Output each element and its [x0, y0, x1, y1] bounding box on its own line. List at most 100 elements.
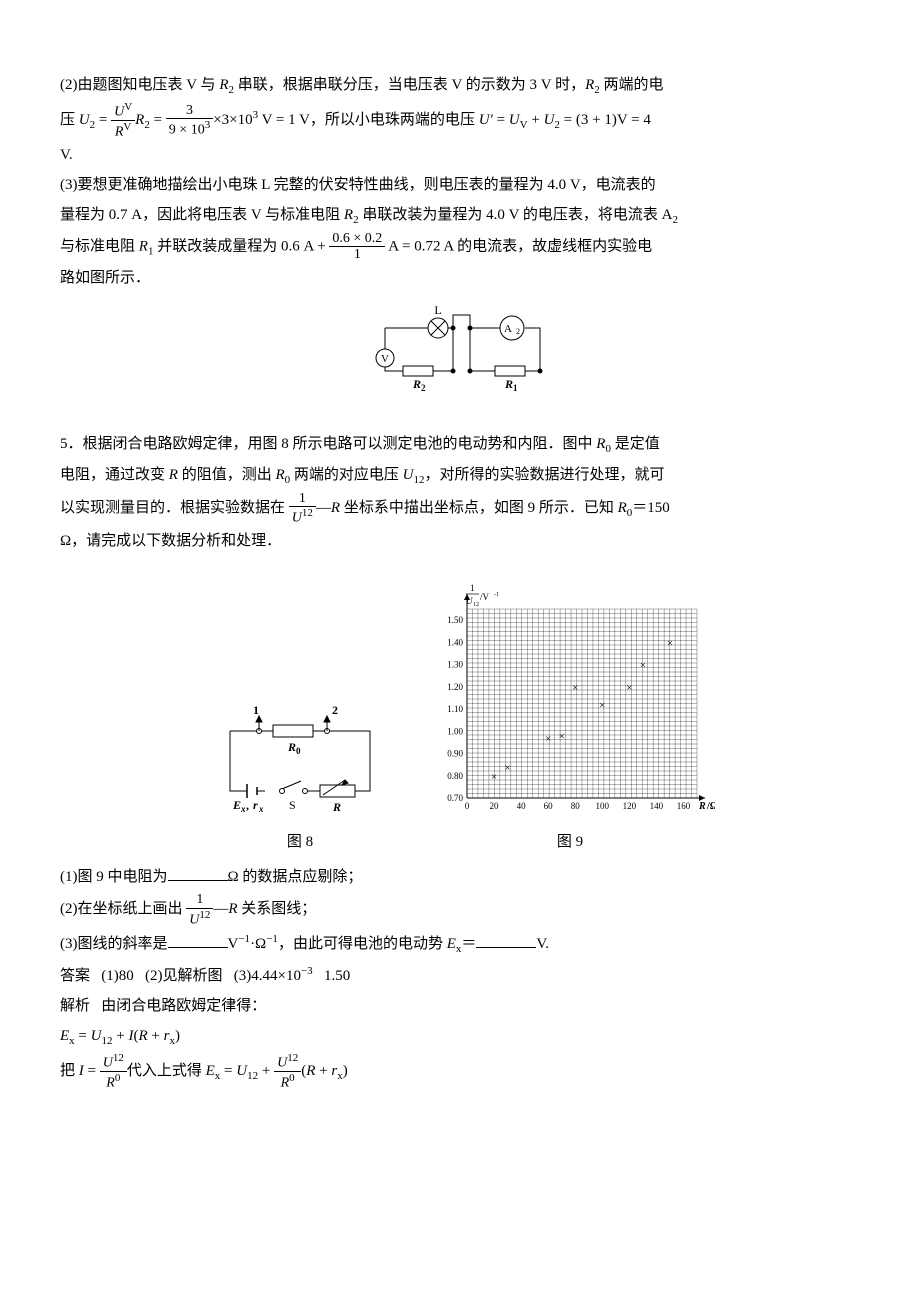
label-rx: r	[253, 798, 258, 812]
paren: )	[343, 1063, 348, 1079]
solution-3-l3: 与标准电阻 R1 并联改装成量程为 0.6 A + 0.6 × 0.2 1 A …	[60, 231, 860, 263]
solution-label: 解析	[60, 997, 90, 1014]
svg-text:80: 80	[571, 801, 581, 811]
terminal-2: 2	[332, 703, 338, 717]
var: R	[618, 500, 627, 516]
svg-text:12: 12	[473, 602, 479, 608]
solution-3-l4: 路如图所示．	[60, 263, 860, 293]
text: Ω 的数据点应剔除；	[228, 869, 363, 885]
den: R	[106, 1075, 115, 1090]
svg-text:1.50: 1.50	[447, 615, 463, 625]
text: 两端的对应电压	[290, 467, 403, 483]
subq-3: (3)图线的斜率是V−1·Ω−1，由此可得电池的电动势 Ex＝V.	[60, 928, 860, 960]
q5-line4: Ω，请完成以下数据分析和处理．	[60, 526, 860, 556]
eq: =	[75, 1028, 91, 1044]
circuit-fig8: 1 2 R 0 E x , r x S R	[205, 696, 395, 816]
var: R	[306, 1063, 315, 1079]
num: 3	[166, 103, 213, 119]
solution-3: (3)要想更准确地描绘出小电珠 L 完整的伏安特性曲线，则电压表的量程为 4.0…	[60, 170, 860, 200]
unit: ·Ω	[250, 936, 266, 952]
var: R	[138, 1028, 147, 1044]
sup: −3	[301, 965, 313, 977]
svg-text:R: R	[698, 801, 706, 812]
q5-line2: 电阻，通过改变 R 的阻值，测出 R0 两端的对应电压 U12，对所得的实验数据…	[60, 460, 860, 491]
svg-text:×: ×	[667, 638, 673, 650]
var: R	[344, 207, 353, 223]
sup: 3	[205, 119, 211, 131]
text: 电阻，通过改变	[60, 467, 169, 483]
plus: +	[148, 1028, 164, 1044]
solution-2-line2: 压 U2 = UV RV R2 = 3 9 × 103 ×3×103 V = 1…	[60, 101, 860, 140]
text: A = 0.72 A 的电流表，故虚线框内实验电	[385, 238, 652, 254]
q5-line1: 5．根据闭合电路欧姆定律，用图 8 所示电路可以测定电池的电动势和内阻．图中 R…	[60, 429, 860, 460]
sup: −1	[266, 933, 278, 945]
text: 关系图线；	[238, 901, 317, 917]
label-A-sub: 2	[516, 327, 520, 336]
solution-line1: 解析 由闭合电路欧姆定律得：	[60, 991, 860, 1021]
svg-text:×: ×	[572, 682, 578, 694]
eq: =	[84, 1063, 100, 1079]
sup: V	[123, 121, 131, 133]
sup: 0	[115, 1072, 121, 1084]
label-R: R	[332, 800, 341, 814]
sub: 12	[247, 1070, 258, 1082]
svg-text:×: ×	[640, 660, 646, 672]
text: 是定值	[611, 436, 660, 452]
text: 压	[60, 112, 79, 128]
q5-line3: 以实现测量目的．根据实验数据在 1 U12 —R 坐标系中描出坐标点，如图 9 …	[60, 491, 860, 526]
sup: 0	[289, 1072, 295, 1084]
svg-text:160: 160	[677, 801, 691, 811]
plus: +	[315, 1063, 331, 1079]
ans-3b: 1.50	[324, 968, 350, 984]
svg-text:60: 60	[544, 801, 554, 811]
var: R	[139, 238, 148, 254]
label-V: V	[381, 353, 389, 365]
var: R	[228, 901, 237, 917]
var-R2: R	[585, 77, 594, 93]
svg-text:0.90: 0.90	[447, 749, 463, 759]
fraction: 3 9 × 103	[166, 103, 213, 138]
den: U	[189, 912, 199, 927]
text: 两端的电	[600, 77, 664, 93]
sup: 12	[199, 909, 210, 921]
text: 的阻值，测出	[178, 467, 276, 483]
var-R2: R	[135, 112, 144, 128]
sub: V	[520, 119, 528, 131]
fig8-wrap: 1 2 R 0 E x , r x S R 图 8	[205, 696, 395, 857]
subq-2: (2)在坐标纸上画出 1 U12 —R 关系图线；	[60, 892, 860, 927]
den: 9 × 10	[169, 123, 205, 138]
ans-3: (3)4.44×10	[234, 968, 301, 984]
text: 把	[60, 1063, 79, 1079]
sub: 12	[413, 474, 424, 486]
svg-text:1.30: 1.30	[447, 660, 463, 670]
label-R2-sub: 2	[421, 383, 426, 393]
var: R	[331, 500, 340, 516]
var: U	[544, 112, 555, 128]
svg-text:120: 120	[623, 801, 637, 811]
svg-text:1: 1	[470, 583, 475, 593]
dash: —	[213, 901, 228, 917]
answer-label: 答案	[60, 967, 90, 984]
sup: V	[124, 101, 132, 113]
eq: =	[497, 112, 509, 128]
svg-text:100: 100	[596, 801, 610, 811]
num: U	[103, 1055, 113, 1070]
label-S: S	[289, 798, 296, 812]
circuit-diagram-1: L V A 2 R 2 R 1	[60, 303, 860, 404]
svg-text:-1: -1	[494, 592, 499, 598]
svg-text:40: 40	[517, 801, 527, 811]
unit: V	[228, 936, 239, 952]
text: (2)由题图知电压表 V 与	[60, 77, 219, 93]
ans-1: (1)80	[101, 968, 134, 984]
fraction: U12 R0	[100, 1052, 127, 1091]
text: = (3 + 1)V = 4	[560, 112, 651, 128]
num: U	[114, 105, 124, 120]
solution-eq2: 把 I = U12 R0 代入上式得 Ex = U12 + U12 R0 (R …	[60, 1052, 860, 1091]
svg-text:×: ×	[504, 762, 510, 774]
label-R2: R	[412, 377, 421, 391]
var: U	[91, 1028, 102, 1044]
var: U	[509, 112, 520, 128]
label-R1: R	[504, 377, 513, 391]
svg-text:×: ×	[545, 733, 551, 745]
text: 量程为 0.7 A，因此将电压表 V 与标准电阻	[60, 207, 344, 223]
